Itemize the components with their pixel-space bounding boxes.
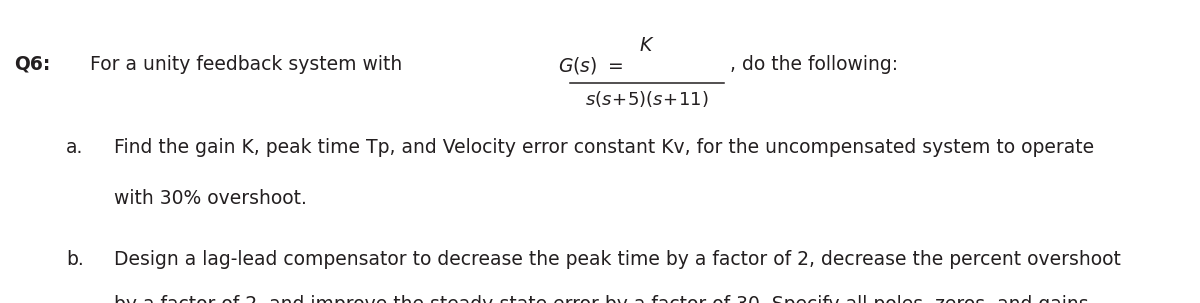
Text: For a unity feedback system with: For a unity feedback system with [90, 55, 408, 74]
Text: with 30% overshoot.: with 30% overshoot. [114, 189, 307, 208]
Text: $G(s)$: $G(s)$ [558, 55, 598, 75]
Text: $K$: $K$ [640, 36, 654, 55]
Text: Design a lag-lead compensator to decrease the peak time by a factor of 2, decrea: Design a lag-lead compensator to decreas… [114, 250, 1121, 269]
Text: , do the following:: , do the following: [730, 55, 898, 74]
Text: a.: a. [66, 138, 83, 157]
Text: Q6:: Q6: [14, 55, 50, 74]
Text: by a factor of 2, and improve the steady-state error by a factor of 30. Specify : by a factor of 2, and improve the steady… [114, 295, 1094, 303]
Text: b.: b. [66, 250, 84, 269]
Text: $s(s\!+\!5)(s\!+\!11)$: $s(s\!+\!5)(s\!+\!11)$ [586, 89, 708, 109]
Text: $=$: $=$ [604, 55, 623, 74]
Text: Find the gain K, peak time Tp, and Velocity error constant Kv, for the uncompens: Find the gain K, peak time Tp, and Veloc… [114, 138, 1094, 157]
